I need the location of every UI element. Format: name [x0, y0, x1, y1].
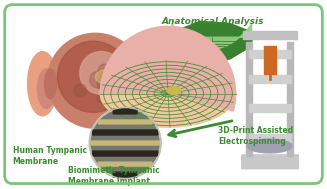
- Circle shape: [80, 51, 123, 94]
- Text: 3D-Print Assisted
Electrospinning: 3D-Print Assisted Electrospinning: [218, 126, 293, 146]
- Bar: [249, 75, 291, 83]
- FancyBboxPatch shape: [93, 151, 158, 156]
- Text: Anatomical Analysis: Anatomical Analysis: [162, 17, 264, 26]
- Ellipse shape: [38, 69, 56, 108]
- FancyBboxPatch shape: [93, 130, 158, 135]
- Bar: [249, 134, 291, 142]
- Polygon shape: [172, 23, 251, 49]
- Circle shape: [97, 95, 106, 103]
- FancyBboxPatch shape: [113, 109, 137, 114]
- Bar: [243, 31, 298, 39]
- Bar: [249, 105, 291, 112]
- Circle shape: [89, 107, 161, 179]
- Circle shape: [74, 84, 87, 97]
- Bar: [249, 50, 291, 58]
- Ellipse shape: [44, 69, 57, 98]
- Wedge shape: [100, 26, 236, 111]
- Circle shape: [98, 64, 112, 77]
- Bar: [246, 42, 251, 156]
- Ellipse shape: [247, 139, 292, 153]
- Ellipse shape: [100, 60, 236, 127]
- Text: Human Tympanic
Membrane: Human Tympanic Membrane: [13, 146, 87, 166]
- FancyBboxPatch shape: [113, 172, 137, 177]
- Ellipse shape: [27, 52, 58, 116]
- Ellipse shape: [167, 87, 181, 94]
- Circle shape: [90, 71, 107, 88]
- Circle shape: [106, 92, 117, 103]
- Ellipse shape: [95, 70, 115, 84]
- Circle shape: [58, 41, 129, 112]
- FancyBboxPatch shape: [91, 141, 160, 145]
- Polygon shape: [165, 21, 255, 63]
- Circle shape: [97, 74, 115, 92]
- FancyBboxPatch shape: [98, 162, 152, 166]
- Circle shape: [91, 109, 159, 177]
- FancyBboxPatch shape: [242, 155, 299, 169]
- FancyBboxPatch shape: [98, 120, 152, 124]
- Bar: [264, 46, 276, 74]
- Text: Biomimetic Tympanic
Membrane Implant: Biomimetic Tympanic Membrane Implant: [68, 166, 160, 186]
- Bar: [287, 42, 293, 156]
- Circle shape: [47, 33, 143, 128]
